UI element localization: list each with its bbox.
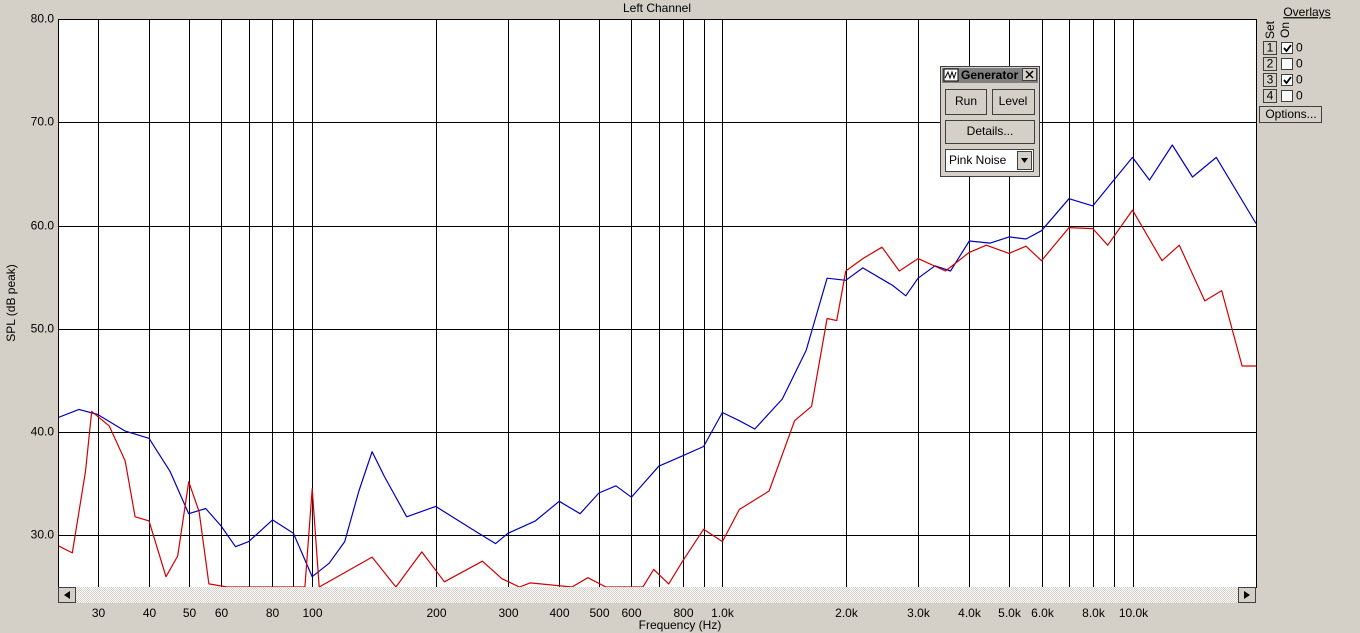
y-tick-label: 70.0 [31, 115, 55, 129]
overlays-title[interactable]: Overlays [1283, 5, 1330, 19]
x-tick-label: 50 [183, 606, 197, 620]
x-tick-label: 80 [266, 606, 280, 620]
x-tick-label: 40 [143, 606, 157, 620]
select-value: Pink Noise [949, 153, 1007, 167]
button-label: Options... [1265, 107, 1316, 121]
x-tick-label: 800 [673, 606, 693, 620]
checkbox-box [1281, 74, 1293, 86]
x-tick-label: 4.0k [958, 606, 982, 620]
y-tick-label: 30.0 [31, 528, 55, 542]
check-mark [1283, 76, 1292, 85]
generator-window: Generator Run Level Details... Pink Nois… [940, 66, 1040, 177]
x-tick-label: 60 [215, 606, 229, 620]
y-tick-label: 80.0 [31, 12, 55, 26]
scroll-left[interactable] [58, 587, 76, 603]
button-face [1263, 57, 1277, 71]
window-icon [944, 70, 957, 80]
button-label: Details... [967, 124, 1014, 138]
checkbox-box [1281, 42, 1293, 54]
y-axis-label: SPL (dB peak) [4, 264, 18, 342]
overlay-value: 0 [1296, 41, 1303, 55]
set-number: 2 [1267, 57, 1274, 71]
set-button[interactable]: 4 [1263, 89, 1277, 103]
x-tick-label: 3.0k [907, 606, 931, 620]
x-tick-label: 6.0k [1031, 606, 1055, 620]
plot-area [58, 19, 1256, 587]
title-bar [942, 68, 1038, 83]
overlay-checkbox[interactable] [1281, 42, 1293, 54]
x-tick-label: 2.0k [835, 606, 859, 620]
on-label: On [1278, 22, 1292, 38]
x-axis-label: Frequency (Hz) [639, 618, 722, 632]
y-tick-label: 40.0 [31, 425, 55, 439]
run-button[interactable]: Run [945, 89, 987, 115]
details-button: Details... [945, 120, 1035, 144]
overlay-value: 0 [1296, 73, 1303, 87]
close-button[interactable] [1022, 68, 1037, 81]
x-tick-label: 300 [498, 606, 518, 620]
overlay-checkbox[interactable] [1281, 90, 1293, 102]
checkbox-box [1281, 58, 1293, 70]
level-button[interactable]: Level [992, 89, 1035, 115]
set-button[interactable]: 3 [1263, 73, 1277, 87]
button-face [1263, 73, 1277, 87]
x-tick-label: 10.0k [1119, 606, 1149, 620]
overlay-value: 0 [1296, 89, 1303, 103]
set-number: 3 [1267, 73, 1274, 87]
chart-title: Left Channel [623, 1, 691, 15]
set-button[interactable]: 1 [1263, 41, 1277, 55]
x-tick-label: 8.0k [1082, 606, 1106, 620]
x-tick-label: 30 [92, 606, 106, 620]
set-number: 1 [1267, 41, 1274, 55]
x-tick-label: 500 [589, 606, 609, 620]
overlay-value: 0 [1296, 57, 1303, 71]
window-title: Generator [961, 68, 1019, 82]
set-label: Set [1263, 20, 1277, 39]
button-label: Run [955, 94, 977, 108]
set-button[interactable]: 2 [1263, 57, 1277, 71]
signal-select[interactable]: Pink Noise [945, 149, 1034, 172]
check-mark [1283, 44, 1292, 53]
options-button[interactable]: Options... [1259, 106, 1322, 123]
scroll-right[interactable] [1238, 587, 1256, 603]
y-tick-label: 60.0 [31, 219, 55, 233]
x-tick-label: 5.0k [998, 606, 1022, 620]
button-face [1263, 89, 1277, 103]
y-tick-label: 50.0 [31, 322, 55, 336]
set-number: 4 [1267, 89, 1274, 103]
x-tick-label: 400 [549, 606, 569, 620]
x-tick-label: 600 [621, 606, 641, 620]
button-face [1263, 41, 1277, 55]
scrollbar-track[interactable] [58, 587, 1256, 603]
x-tick-label: 1.0k [711, 606, 735, 620]
checkbox-box [1281, 90, 1293, 102]
series-line [58, 209, 1256, 587]
x-tick-label: 100 [302, 606, 322, 620]
series-line [58, 144, 1256, 578]
overlay-checkbox[interactable] [1281, 74, 1293, 86]
overlay-checkbox[interactable] [1281, 58, 1293, 70]
button-label: Level [999, 94, 1028, 108]
x-tick-label: 200 [426, 606, 446, 620]
